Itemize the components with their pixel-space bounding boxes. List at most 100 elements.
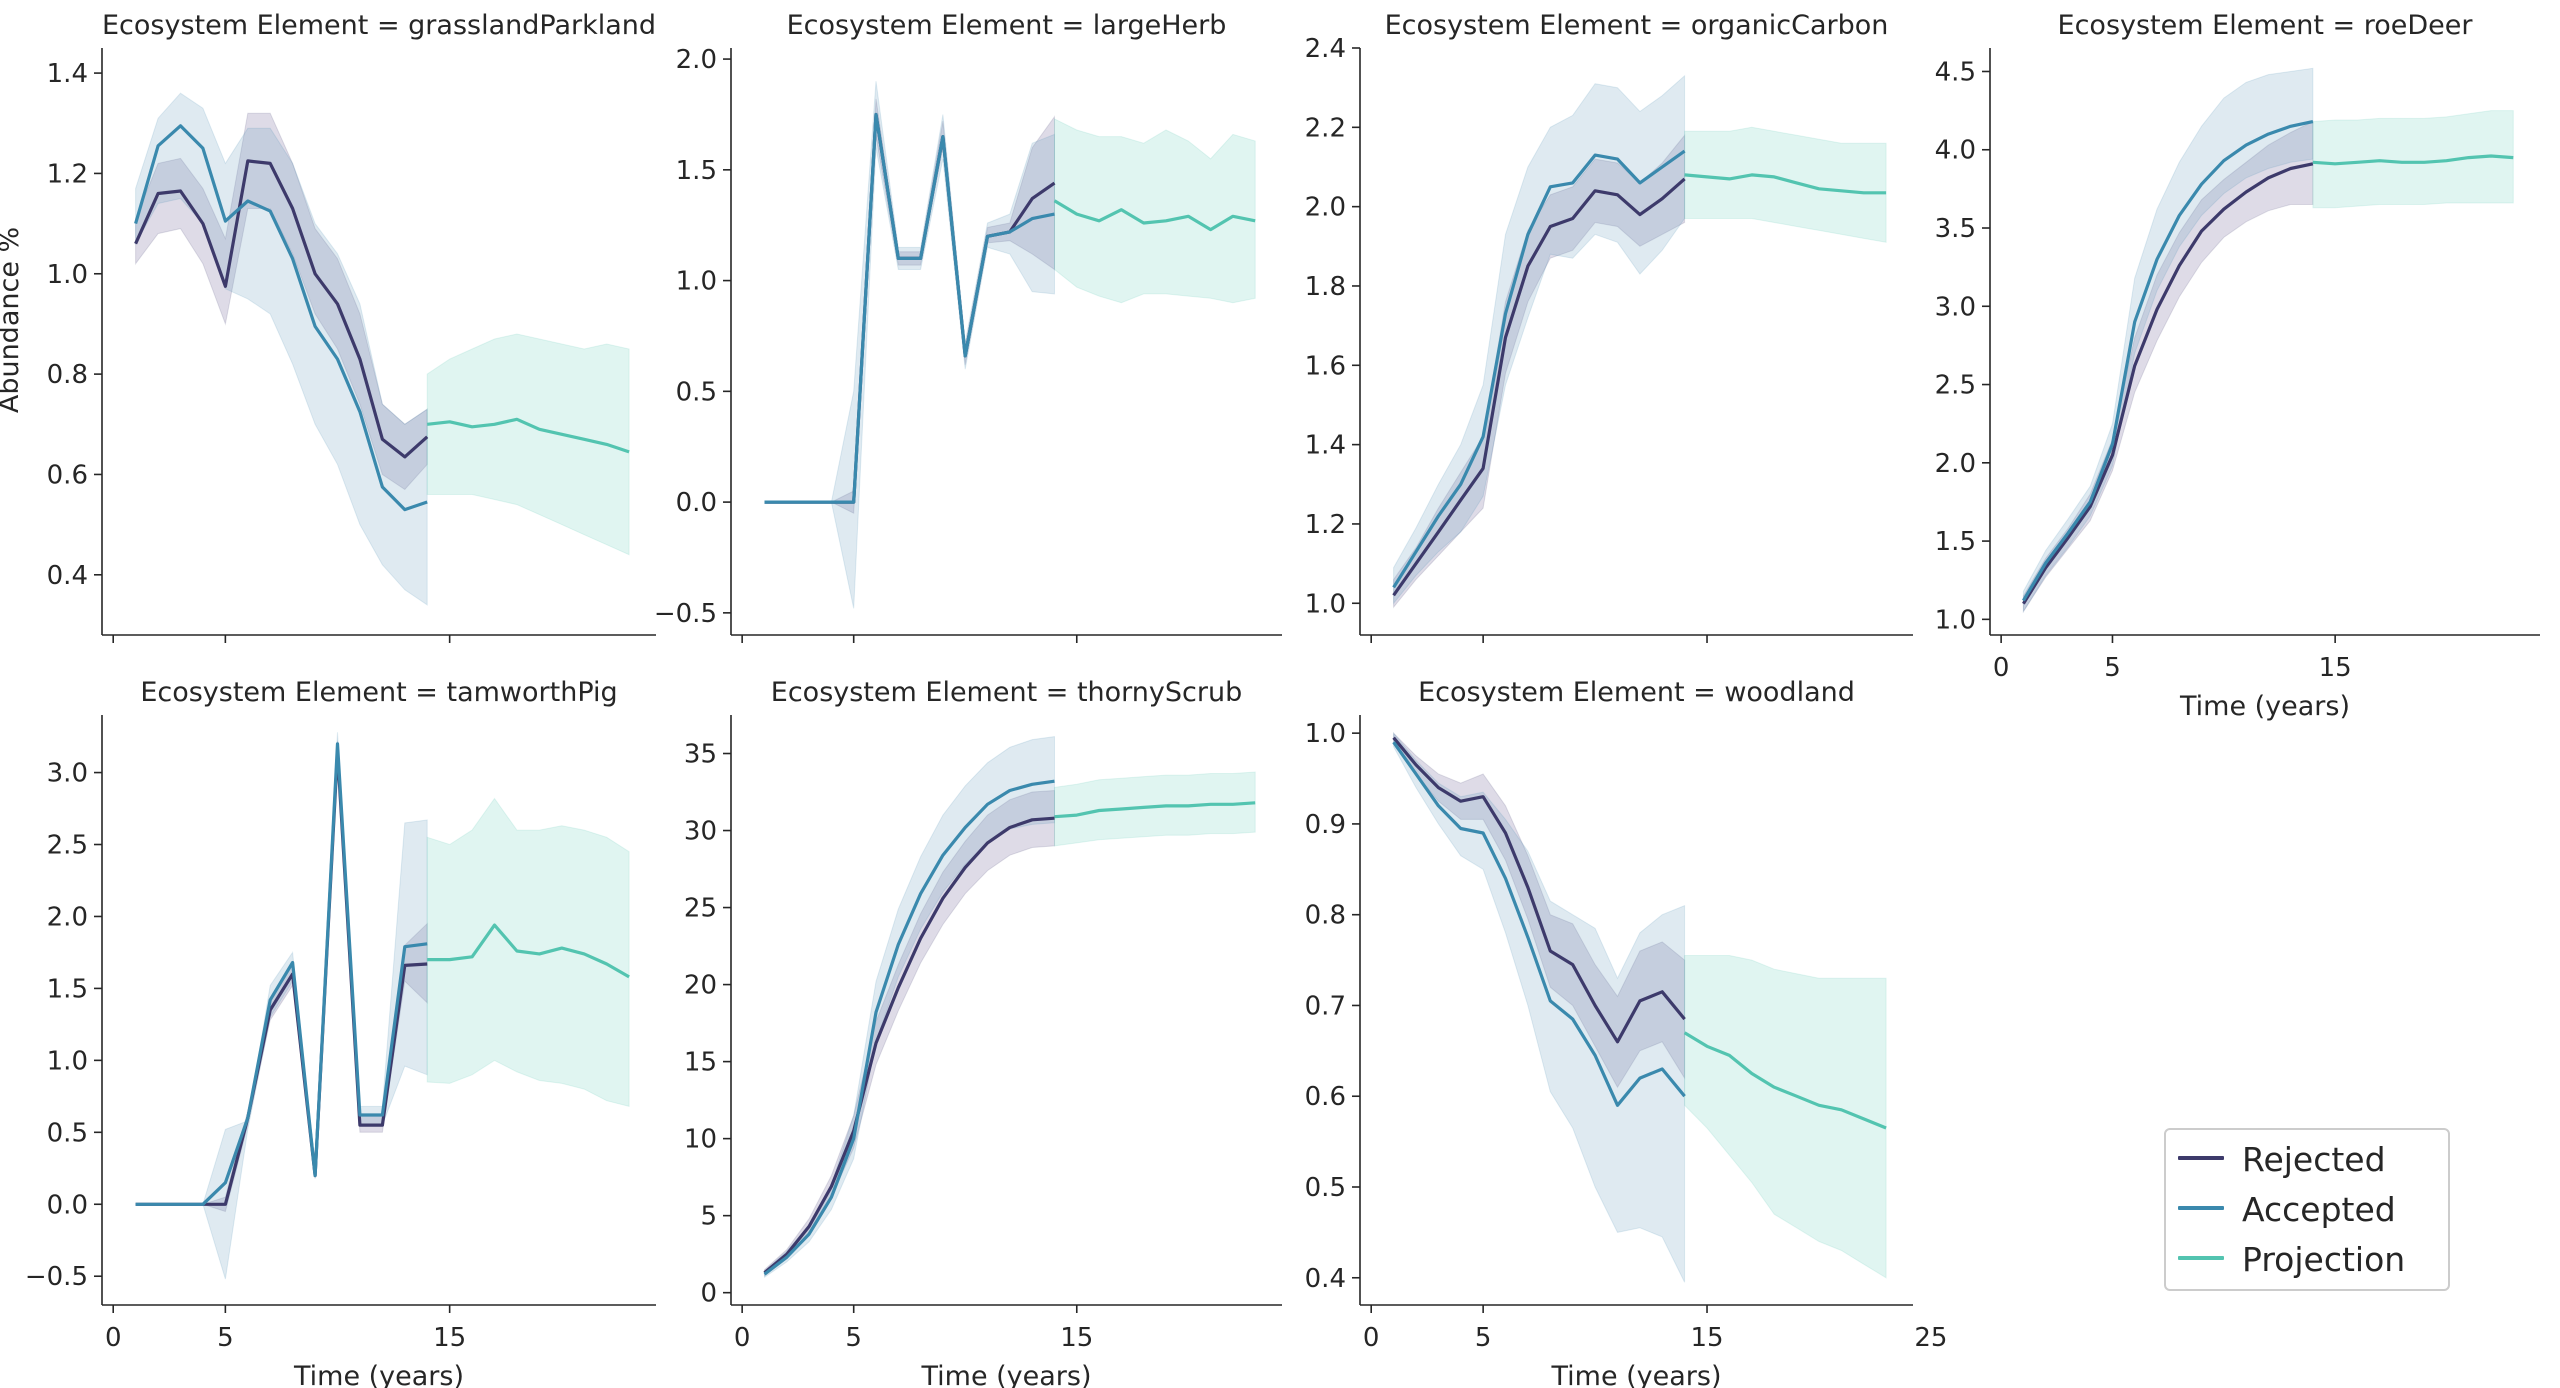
accepted-band: [135, 92, 428, 606]
y-tick-label: 1.2: [47, 159, 88, 189]
legend-item-rejected: Rejected: [2178, 1134, 2438, 1182]
legend-swatch-accepted: [2178, 1206, 2224, 1210]
rejected-line: [763, 816, 1055, 1274]
x-tick-label: 0: [734, 1323, 751, 1353]
y-tick-label: 0.4: [47, 561, 88, 591]
rejected-line: [1392, 177, 1686, 597]
y-tick-label: 2.0: [676, 45, 717, 75]
y-tick-label: −0.5: [25, 1262, 88, 1292]
accepted-band: [764, 736, 1055, 1279]
y-tick-label: 0.5: [1305, 1173, 1346, 1203]
accepted-line: [134, 124, 428, 512]
y-tick-label: 0.4: [1305, 1264, 1346, 1294]
y-tick-label: 5: [700, 1202, 717, 1232]
y-tick-label: 3.5: [1935, 214, 1976, 244]
y-tick-label: 1.6: [1305, 351, 1346, 381]
y-tick-label: 0.7: [1305, 991, 1346, 1021]
y-tick-label: 35: [684, 740, 717, 770]
rejected-band: [135, 112, 428, 491]
panel-3: Ecosystem Element = roeDeer 1.0 1.5 2.0 2.5 3…: [1935, 10, 2540, 722]
x-tick-label: 5: [845, 1323, 862, 1353]
panels: Ecosystem Element = grasslandParkland 0.4…: [25, 10, 2540, 1388]
panel-6: Ecosystem Element = woodland 0.4 0.5 0.6 0.7…: [1305, 677, 1948, 1388]
rejected-band: [764, 98, 1055, 514]
rejected-line: [1392, 736, 1686, 1044]
projection-band: [1054, 771, 1256, 847]
panel-title: Ecosystem Element = woodland: [1418, 677, 1855, 708]
y-tick-label: 4.5: [1935, 57, 1976, 87]
y-tick-label: 1.8: [1305, 272, 1346, 302]
panel-title: Ecosystem Element = thornyScrub: [771, 677, 1242, 708]
projection-line: [1684, 173, 1887, 195]
y-tick-label: 0.6: [47, 460, 88, 490]
y-tick-label: 0: [700, 1279, 717, 1309]
y-tick-label: 1.2: [1305, 510, 1346, 540]
legend-label-accepted: Accepted: [2242, 1190, 2396, 1229]
x-axis-label: Time (years): [293, 1361, 464, 1388]
panel-5: Ecosystem Element = thornyScrub 0 5 10 15 20 2…: [684, 677, 1282, 1388]
rejected-line: [134, 159, 429, 459]
y-tick-label: 0.5: [676, 377, 717, 407]
y-tick-label: 30: [684, 817, 717, 847]
accepted-band: [764, 81, 1055, 609]
projection-band: [1684, 126, 1887, 243]
y-tick-label: 0.8: [47, 360, 88, 390]
rejected-line: [2022, 162, 2314, 605]
accepted-band: [135, 732, 428, 1280]
x-tick-label: 25: [1914, 1323, 1947, 1353]
y-tick-label: 1.0: [1305, 719, 1346, 749]
y-tick-label: 1.4: [1305, 431, 1346, 461]
y-tick-label: 2.0: [47, 902, 88, 932]
legend-item-projection: Projection: [2178, 1234, 2438, 1282]
legend-label-rejected: Rejected: [2242, 1140, 2386, 1179]
y-tick-label: 3.0: [1935, 292, 1976, 322]
y-tick-label: 20: [684, 971, 717, 1001]
y-tick-label: 1.0: [47, 1046, 88, 1076]
x-tick-label: 0: [1993, 653, 2010, 683]
legend-item-accepted: Accepted: [2178, 1184, 2438, 1232]
accepted-line: [763, 779, 1055, 1276]
y-tick-label: 2.0: [1935, 449, 1976, 479]
projection-line: [1053, 199, 1256, 232]
projection-line: [2312, 154, 2514, 166]
y-tick-label: 1.4: [47, 59, 88, 89]
accepted-line: [1392, 741, 1686, 1107]
y-tick-label: 0.6: [1305, 1082, 1346, 1112]
x-axis-label: Time (years): [920, 1361, 1091, 1388]
x-axis-label: Time (years): [1550, 1361, 1721, 1388]
accepted-line: [1392, 149, 1686, 589]
projection-band: [426, 333, 630, 556]
y-tick-label: 3.0: [47, 759, 88, 789]
y-tick-label: 0.5: [47, 1118, 88, 1148]
projection-band: [1054, 118, 1256, 304]
panel-title: Ecosystem Element = largeHerb: [787, 10, 1227, 41]
accepted-line: [2022, 120, 2314, 602]
x-tick-label: 5: [217, 1323, 234, 1353]
projection-line: [427, 417, 630, 454]
panel-1: Ecosystem Element = largeHerb −0.5 0.0 0.5 1…: [654, 10, 1282, 643]
y-tick-label: 1.5: [47, 974, 88, 1004]
x-tick-label: 5: [1475, 1323, 1492, 1353]
rejected-band: [764, 789, 1055, 1277]
y-tick-label: 0.0: [47, 1190, 88, 1220]
legend: Rejected Accepted Projection: [2164, 1128, 2450, 1291]
legend-swatch-projection: [2178, 1256, 2224, 1260]
y-tick-label: 0.9: [1305, 810, 1346, 840]
projection-band: [1684, 955, 1887, 1279]
y-tick-label: 1.0: [1305, 589, 1346, 619]
x-tick-label: 15: [1690, 1323, 1723, 1353]
y-tick-label: 25: [684, 894, 717, 924]
y-tick-label: 2.5: [1935, 371, 1976, 401]
panel-title: Ecosystem Element = roeDeer: [2058, 10, 2474, 41]
x-tick-label: 0: [105, 1323, 122, 1353]
y-tick-label: 2.5: [47, 831, 88, 861]
y-tick-label: 4.0: [1935, 136, 1976, 166]
x-tick-label: 0: [1363, 1323, 1380, 1353]
y-tick-label: −0.5: [654, 599, 717, 629]
y-tick-label: 15: [684, 1048, 717, 1078]
projection-line: [1683, 1031, 1887, 1130]
x-tick-label: 15: [1060, 1323, 1093, 1353]
y-tick-label: 1.0: [676, 267, 717, 297]
y-tick-label: 0.0: [676, 488, 717, 518]
